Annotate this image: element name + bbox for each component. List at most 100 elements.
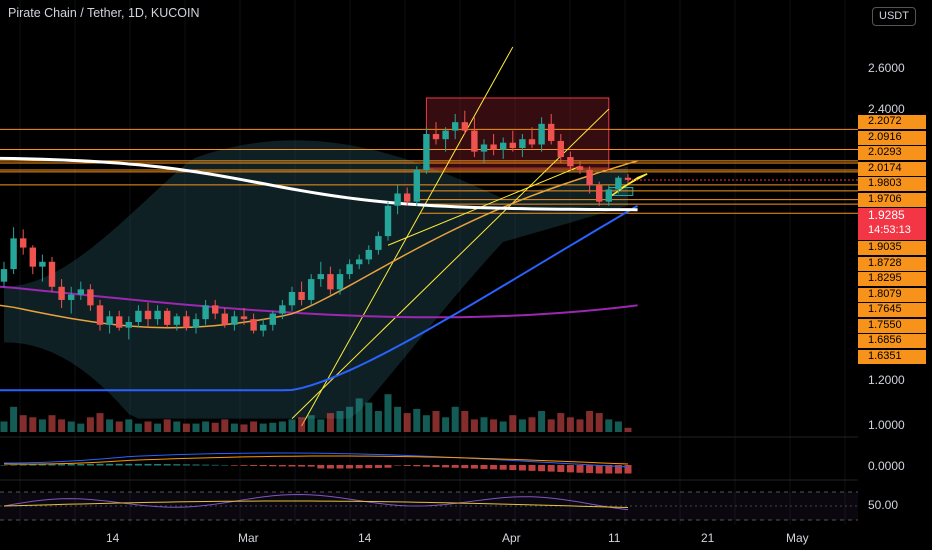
macd-bar <box>77 463 85 466</box>
candle-body <box>605 189 612 202</box>
macd-bar <box>240 465 248 466</box>
macd-bar <box>48 464 56 466</box>
macd-bar <box>230 465 238 466</box>
volume-bar <box>278 421 286 432</box>
volume-bar <box>557 413 565 432</box>
ma-purple-line <box>0 285 638 319</box>
candle-body <box>471 130 478 152</box>
macd-bar <box>307 465 315 467</box>
candle-body <box>250 319 257 331</box>
candle-body <box>135 310 142 322</box>
candle-body <box>260 324 267 331</box>
trend-line <box>387 165 581 246</box>
candle-body <box>548 123 555 141</box>
candle-body <box>0 269 8 282</box>
macd-bar <box>125 463 133 466</box>
volume-bar <box>58 419 66 432</box>
level-tag: 1.9706 <box>858 192 926 207</box>
volume-bar <box>192 423 200 432</box>
volume-bar <box>509 415 517 432</box>
time-axis-label: May <box>786 531 809 545</box>
volume-bar <box>134 423 142 432</box>
candle-body <box>538 123 545 145</box>
candle-body <box>596 185 603 202</box>
candle-body <box>557 140 564 158</box>
candle-body <box>125 321 132 328</box>
volume-bar <box>96 413 104 432</box>
volume-bar <box>163 419 171 432</box>
candle-body <box>212 305 219 314</box>
volume-bar <box>355 398 363 432</box>
candle-body <box>528 139 536 145</box>
candle-body <box>48 261 56 287</box>
macd-bar <box>182 464 190 466</box>
candle-body <box>58 286 65 300</box>
volume-bar <box>547 419 555 432</box>
last-price-value: 1.9285 <box>868 208 905 222</box>
volume-bar <box>605 419 613 432</box>
currency-button[interactable]: USDT <box>872 7 916 26</box>
volume-bar <box>106 419 114 432</box>
price-axis-label: 2.4000 <box>868 102 905 116</box>
macd-bar <box>134 463 142 466</box>
volume-bar <box>298 417 306 432</box>
time-axis-label: 21 <box>701 531 715 545</box>
macd-bar <box>0 465 8 466</box>
volume-bar <box>115 421 123 432</box>
candle-body <box>336 274 344 290</box>
time-axis-label: 14 <box>358 531 372 545</box>
price-axis-label: 1.2000 <box>868 373 905 387</box>
volume-bar <box>528 417 536 432</box>
macd-bar <box>115 463 123 466</box>
candle-body <box>164 310 171 325</box>
volume-bar <box>288 419 296 432</box>
candle-body <box>183 316 190 328</box>
candle-body <box>394 193 401 206</box>
macd-bar <box>211 464 219 466</box>
macd-bar <box>192 464 200 466</box>
volume-bar <box>490 419 498 432</box>
volume-bar <box>67 421 75 432</box>
candle-body <box>68 294 75 300</box>
candle-body <box>567 157 574 167</box>
candle-body <box>576 166 584 171</box>
macd-bar <box>336 465 344 469</box>
macd-bar <box>173 464 181 466</box>
candle-body <box>279 305 286 314</box>
macd-bar <box>461 465 469 469</box>
macd-bar <box>432 465 440 468</box>
macd-bar <box>298 465 306 467</box>
macd-bar <box>490 465 498 470</box>
wedge-pattern <box>608 173 648 199</box>
macd-bar <box>566 465 574 473</box>
volume-bar <box>173 421 181 432</box>
candle-body <box>154 310 161 320</box>
volume-bar <box>394 406 402 432</box>
volume-bar <box>0 421 8 432</box>
candle-body <box>106 316 113 325</box>
volume-bar <box>154 423 162 432</box>
macd-bar <box>470 465 478 469</box>
volume-bar <box>144 421 152 432</box>
price-axis-label: 0.0000 <box>868 459 905 473</box>
candle-body <box>240 316 248 320</box>
last-price-tag: 1.9285 14:53:13 <box>858 208 926 240</box>
volume-bar <box>413 408 421 432</box>
volume-bar <box>240 424 248 432</box>
macd-bar <box>346 465 354 469</box>
candle-body <box>586 170 593 186</box>
ma-white-line <box>0 156 638 212</box>
macd-bar <box>451 465 459 468</box>
volume-bar <box>211 422 219 432</box>
volume-bar <box>480 417 488 432</box>
macd-bar <box>528 465 536 471</box>
macd-bar <box>58 464 66 466</box>
macd-bar <box>38 464 46 466</box>
volume-bar <box>230 423 238 432</box>
candle-body <box>231 316 238 325</box>
macd-bar <box>269 465 277 467</box>
time-axis-label: 14 <box>106 531 120 545</box>
candle-body <box>39 261 46 267</box>
level-tag: 1.8728 <box>858 256 926 271</box>
